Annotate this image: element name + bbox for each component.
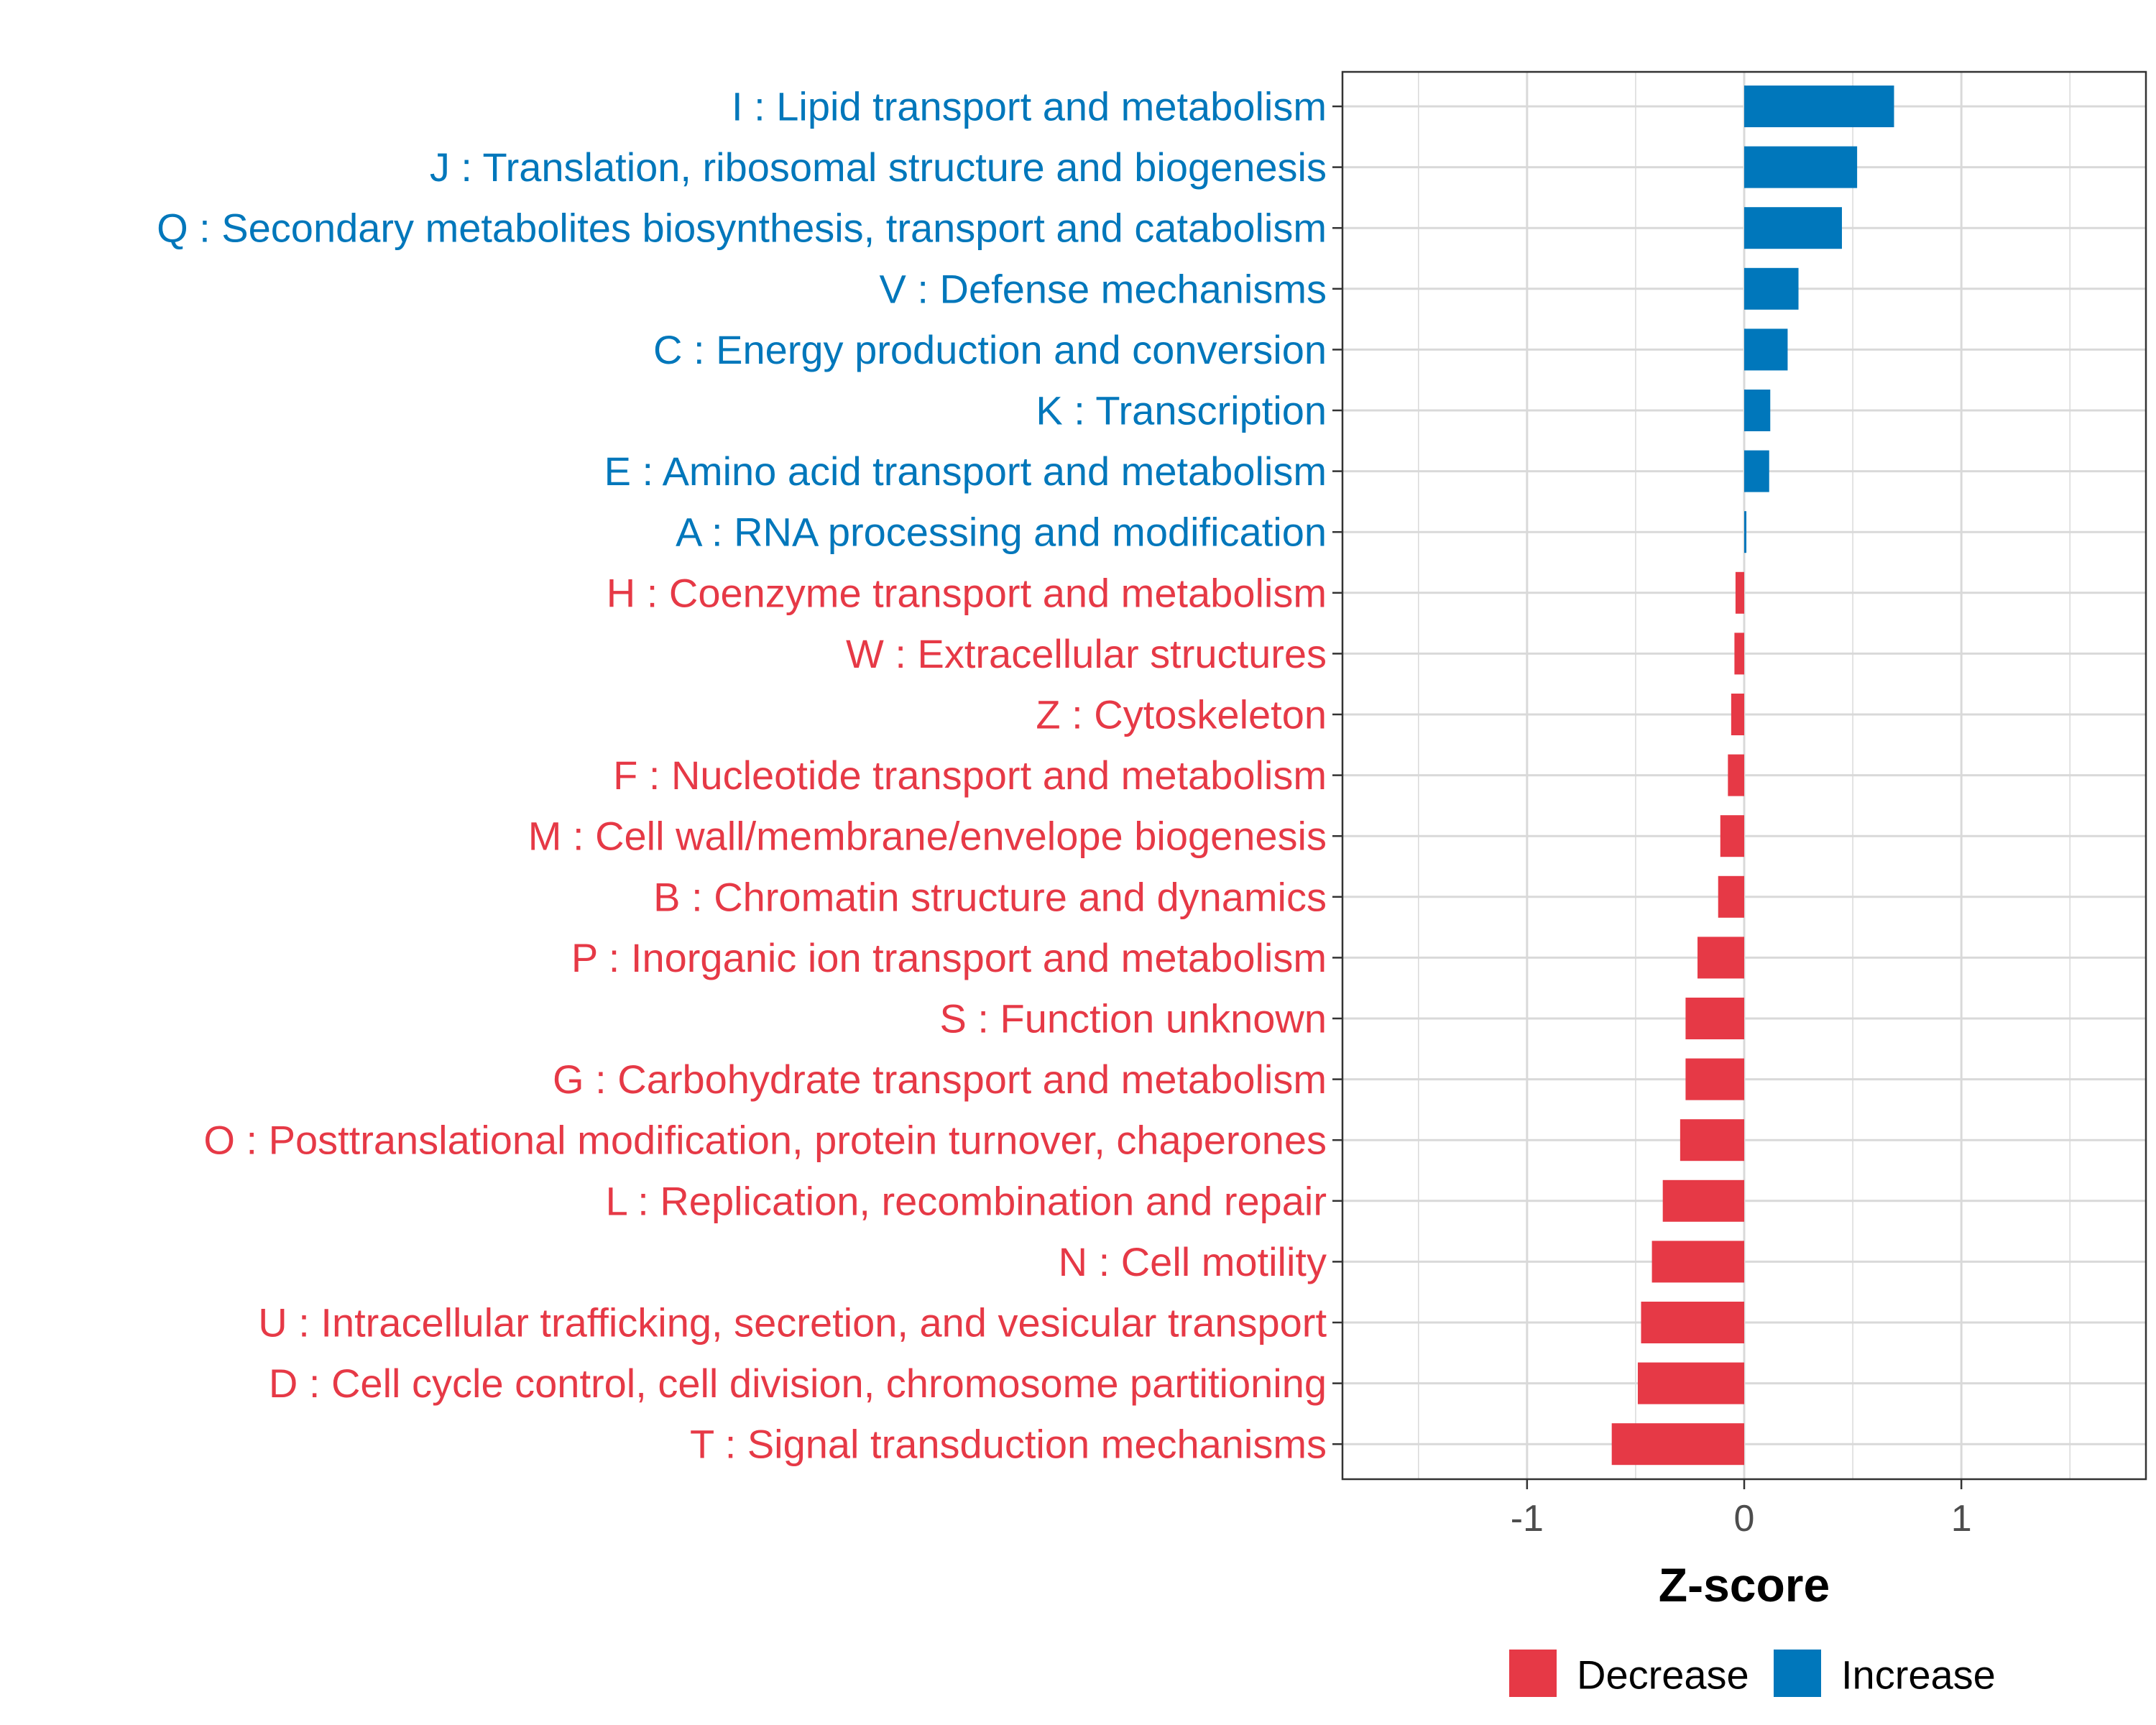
category-label: K : Transcription [1036,388,1327,433]
bar-T [1611,1423,1744,1466]
category-label: H : Coenzyme transport and metabolism [607,570,1327,615]
category-label: J : Translation, ribosomal structure and… [430,144,1327,190]
category-label: V : Defense mechanisms [880,266,1327,311]
bar-J [1744,146,1858,188]
category-label: Z : Cytoskeleton [1036,692,1327,737]
bar-E [1744,450,1769,492]
category-label: E : Amino acid transport and metabolism [604,448,1327,494]
category-label: I : Lipid transport and metabolism [732,84,1327,129]
category-label: U : Intracellular trafficking, secretion… [258,1300,1327,1346]
category-label: A : RNA processing and modification [676,510,1327,555]
bar-A [1744,511,1747,553]
bar-M [1720,815,1744,857]
bar-C [1744,328,1788,371]
legend-label-decrease: Decrease [1577,1652,1749,1698]
legend-label-increase: Increase [1841,1652,1996,1698]
bar-P [1697,937,1744,979]
legend-key-increase [1774,1650,1821,1697]
bar-D [1637,1362,1744,1404]
bar-G [1685,1058,1744,1100]
y-axis-category-labels: I : Lipid transport and metabolism J : Tr… [157,84,1327,1467]
x-axis-title: Z-score [1659,1558,1830,1611]
category-label: F : Nucleotide transport and metabolism [613,753,1327,798]
category-label: G : Carbohydrate transport and metabolis… [553,1057,1327,1102]
category-label: Q : Secondary metabolites biosynthesis, … [157,206,1327,251]
category-label: L : Replication, recombination and repai… [606,1178,1327,1223]
bar-F [1728,754,1744,796]
bar-H [1735,571,1744,614]
bar-V [1744,267,1799,310]
x-axis-ticks: -1 0 1 [1511,1479,1972,1540]
bar-Z [1731,694,1744,735]
category-label: C : Energy production and conversion [653,327,1327,372]
category-label: M : Cell wall/membrane/envelope biogenes… [528,814,1327,859]
category-label: S : Function unknown [939,996,1327,1041]
bar-B [1718,875,1744,918]
bar-Q [1744,207,1842,249]
bar-N [1651,1241,1744,1283]
bar-U [1641,1302,1744,1343]
x-tick-label: 0 [1734,1498,1755,1540]
bar-S [1685,998,1744,1039]
legend-key-decrease [1509,1650,1557,1697]
category-label: T : Signal transduction mechanisms [690,1422,1327,1467]
bar-O [1680,1119,1744,1162]
category-label: W : Extracellular structures [846,631,1327,676]
bar-K [1744,390,1771,431]
y-axis-ticks [1332,105,1342,1445]
category-label: B : Chromatin structure and dynamics [653,874,1327,919]
x-tick-label: 1 [1951,1498,1972,1540]
category-label: N : Cell motility [1059,1239,1327,1284]
category-label: O : Posttranslational modification, prot… [203,1118,1327,1163]
bar-W [1734,632,1744,675]
legend: Decrease Increase [1509,1650,1996,1698]
category-label: D : Cell cycle control, cell division, c… [269,1361,1327,1406]
category-label: P : Inorganic ion transport and metaboli… [571,935,1327,980]
bars [1611,86,1894,1466]
bar-L [1662,1179,1744,1222]
x-tick-label: -1 [1511,1498,1544,1540]
bar-I [1744,86,1894,127]
